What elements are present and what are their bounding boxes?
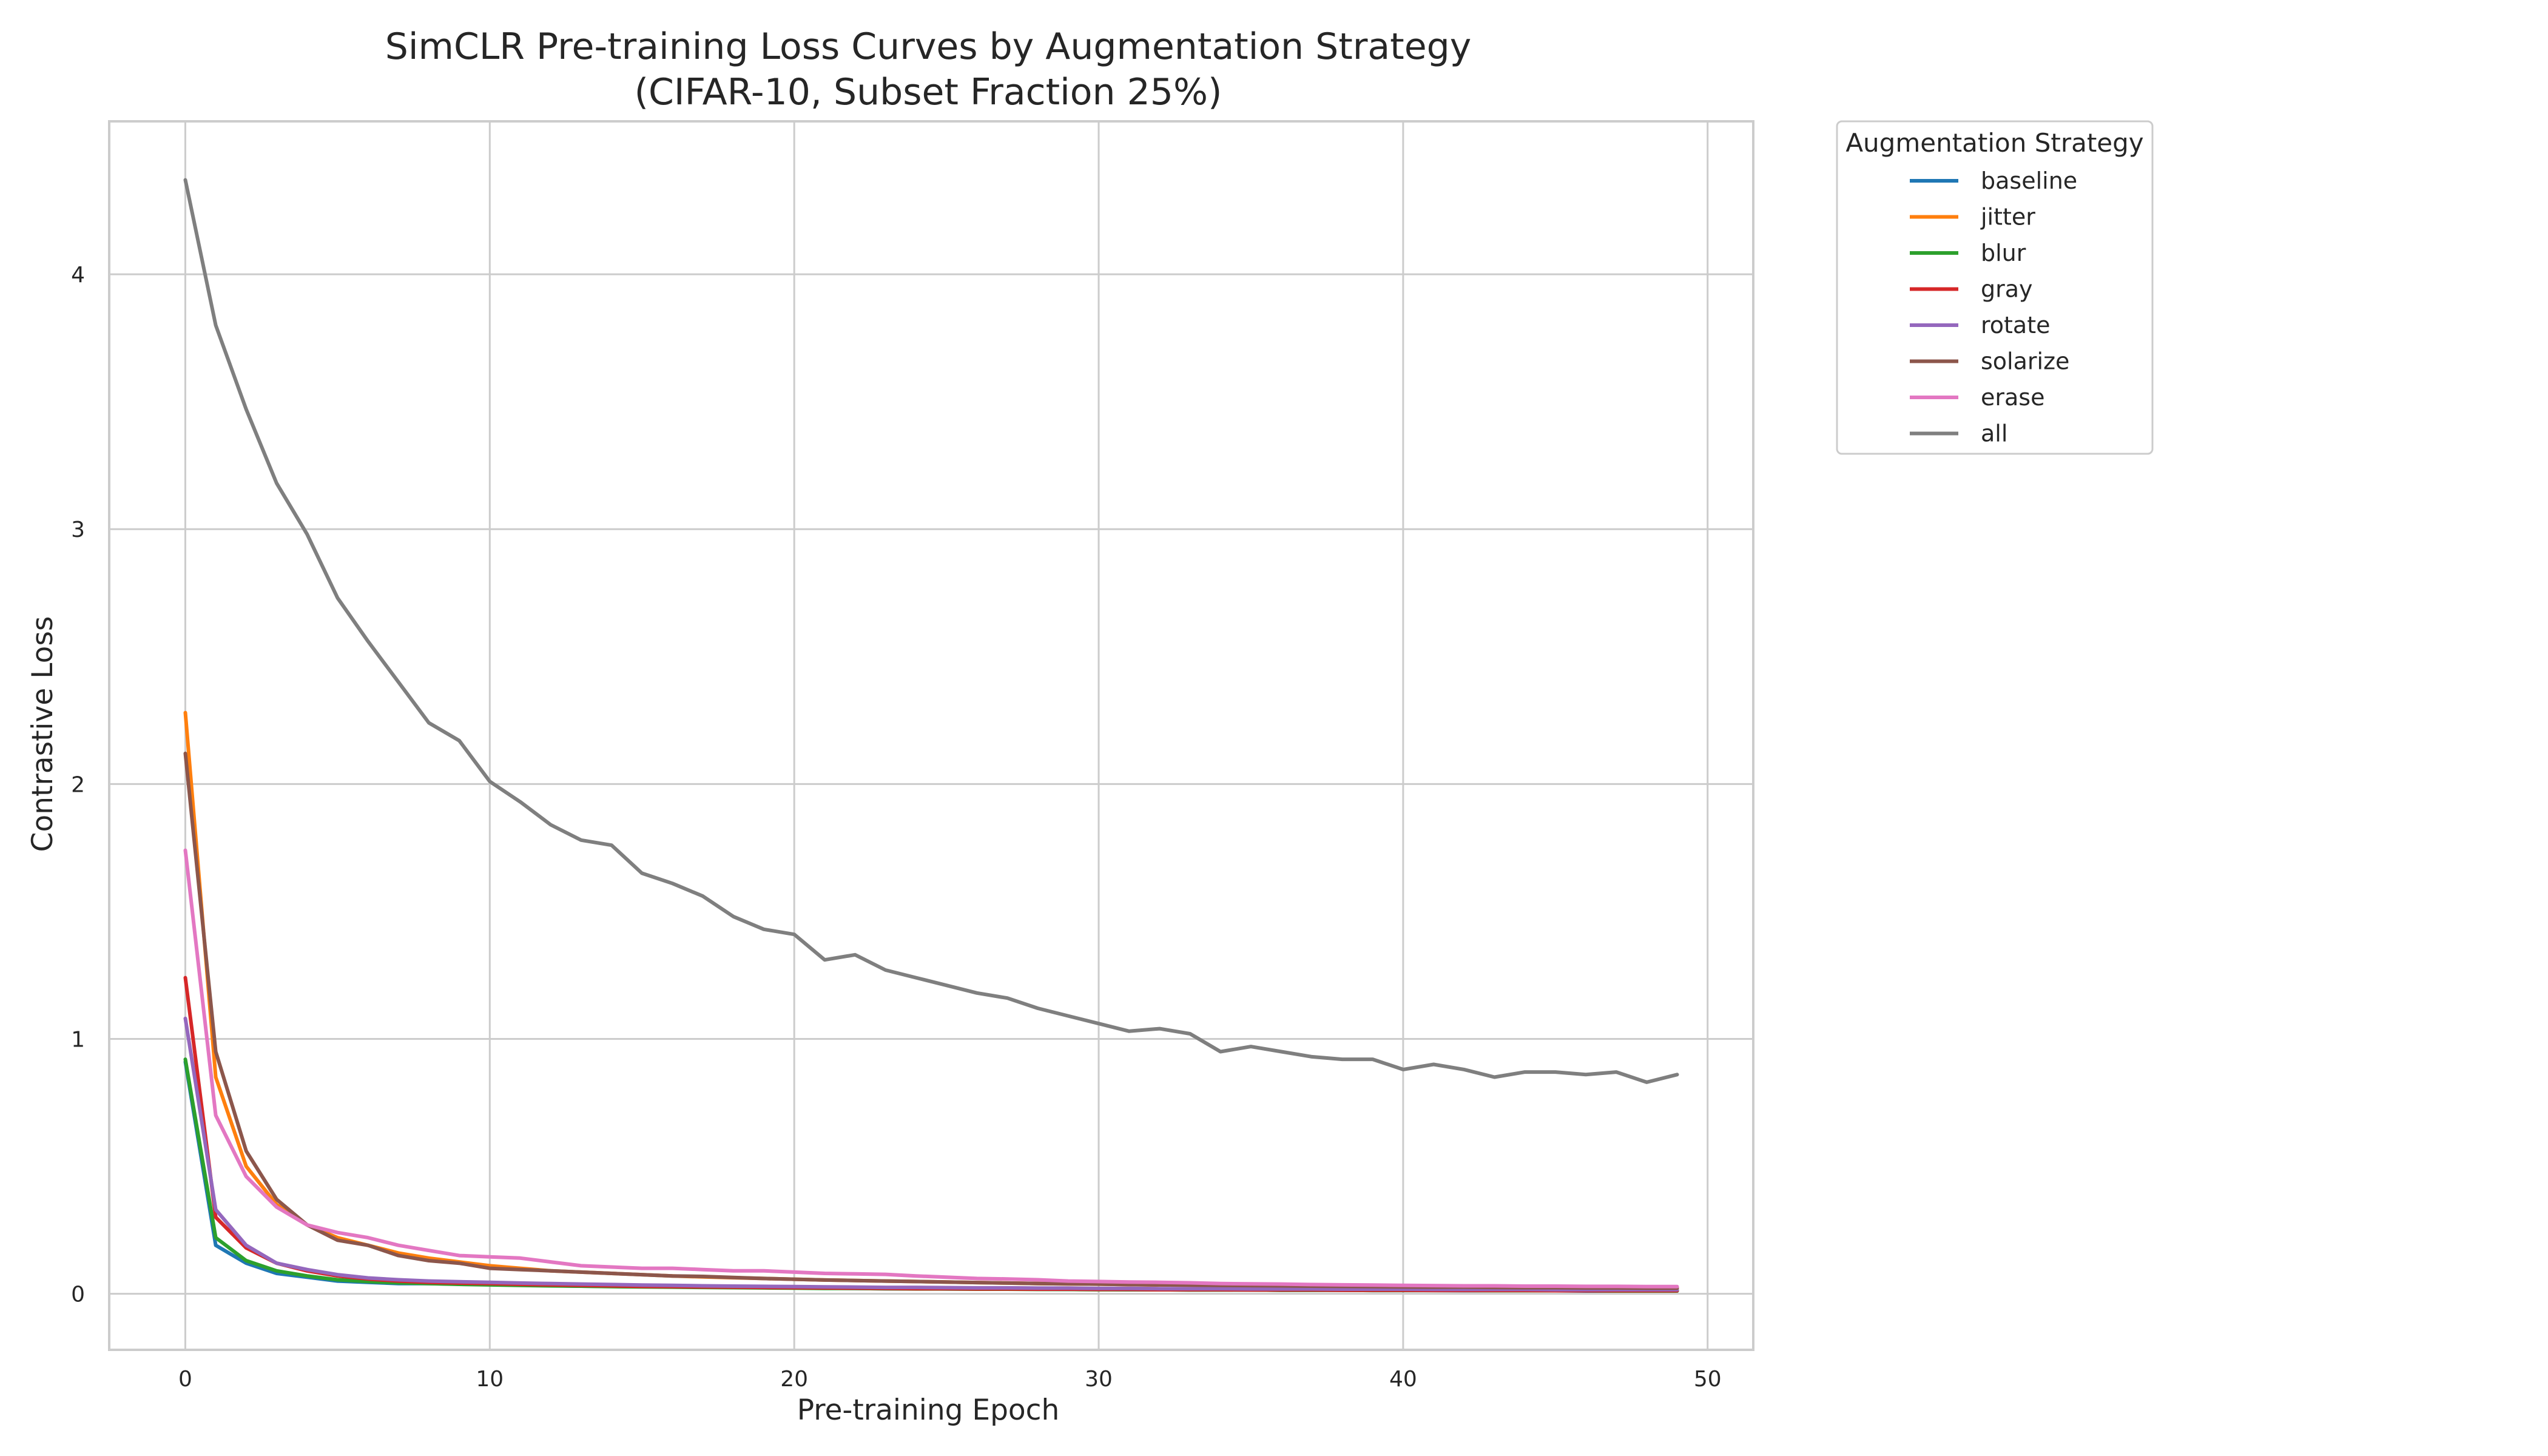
y-tick-label: 1: [71, 1027, 85, 1052]
series-line-all: [183, 178, 1679, 1084]
series-line-rotate: [183, 1016, 1679, 1292]
legend-entries: baseline jitter blur gray rotate solarize eras…: [1910, 167, 2077, 447]
series-line-gray: [183, 976, 1679, 1293]
series-line-erase: [183, 848, 1679, 1289]
legend-label-solarize: solarize: [1981, 348, 2069, 375]
x-tick-label: 20: [780, 1367, 808, 1392]
y-tick-label: 4: [71, 263, 85, 288]
legend-label-gray: gray: [1981, 276, 2033, 303]
x-tick-label: 40: [1389, 1367, 1417, 1392]
legend-label-blur: blur: [1981, 240, 2026, 266]
legend-label-baseline: baseline: [1981, 167, 2077, 194]
legend-label-jitter: jitter: [1980, 204, 2035, 231]
y-tick-label: 2: [71, 772, 85, 797]
legend-box: [1836, 120, 2154, 455]
legend-title: Augmentation Strategy: [1845, 128, 2143, 158]
y-tick-label: 3: [71, 517, 85, 542]
x-tick-label: 10: [476, 1367, 504, 1392]
legend-label-all: all: [1981, 420, 2007, 447]
x-tick-label: 30: [1085, 1367, 1113, 1392]
x-tick-label: 50: [1694, 1367, 1722, 1392]
series-line-solarize: [183, 751, 1679, 1290]
x-tick-label: 0: [178, 1367, 192, 1392]
x-axis-label: Pre-training Epoch: [797, 1394, 1060, 1427]
legend-label-erase: erase: [1981, 384, 2044, 411]
y-axis-label: Contrastive Loss: [26, 616, 59, 852]
legend: Augmentation Strategy baseline jitter blur…: [1836, 120, 2154, 455]
chart-title-line1: SimCLR Pre-training Loss Curves by Augme…: [385, 25, 1471, 68]
plot-frame: [108, 120, 1754, 1351]
series-line-jitter: [183, 710, 1679, 1290]
grid-lines: [109, 121, 1753, 1350]
y-tick-label: 0: [71, 1282, 85, 1307]
tick-labels: 0 10 20 30 40 50 0 1 2 3 4: [71, 263, 1722, 1392]
series-lines: [183, 178, 1679, 1293]
legend-label-rotate: rotate: [1981, 312, 2051, 339]
chart-title-line2: (CIFAR-10, Subset Fraction 25%): [635, 71, 1222, 113]
